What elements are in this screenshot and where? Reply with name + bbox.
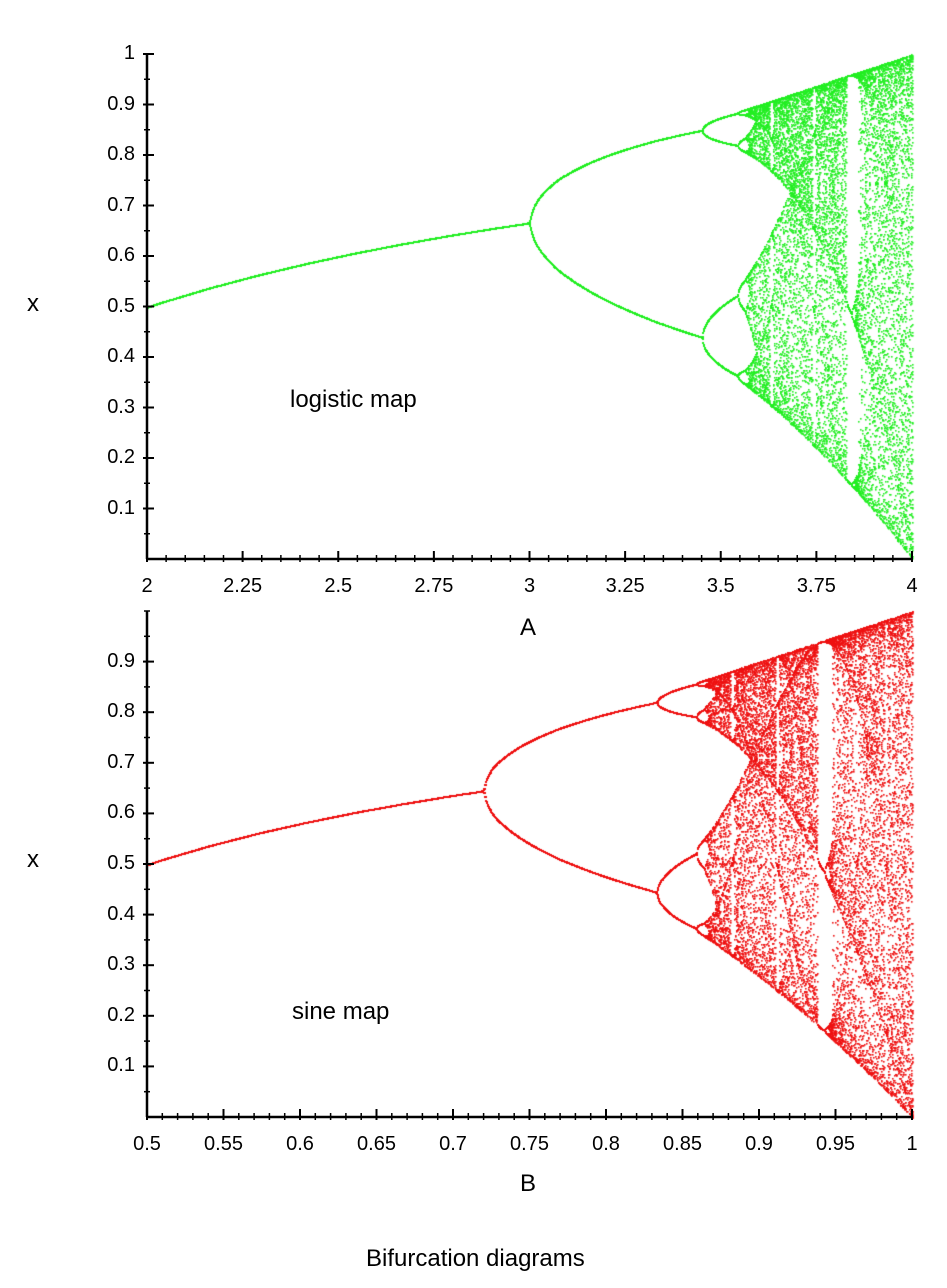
y-axis-label-top: x [27,290,39,318]
x-tick-label: 0.9 [719,1133,799,1156]
annotation-sine-map: sine map [292,998,389,1026]
y-tick-label: 0.8 [107,700,135,723]
y-tick-label: 0.6 [107,244,135,267]
y-tick-label: 0.3 [107,953,135,976]
y-tick-label: 0.8 [107,143,135,166]
y-tick-label: 0.7 [107,751,135,774]
y-tick-label: 1 [124,42,135,65]
x-tick-label: 3.75 [776,575,856,598]
annotation-logistic-map: logistic map [290,386,417,414]
axes-layer [0,0,947,1288]
x-tick-label: 0.85 [643,1133,723,1156]
figure-title: Bifurcation diagrams [366,1245,585,1273]
x-axis-label-top: A [520,614,536,642]
y-tick-label: 0.9 [107,93,135,116]
y-tick-label: 0.1 [107,1054,135,1077]
x-tick-label: 2.5 [298,575,378,598]
x-tick-label: 2 [107,575,187,598]
x-tick-label: 2.25 [203,575,283,598]
x-tick-label: 0.7 [413,1133,493,1156]
y-tick-label: 0.2 [107,1004,135,1027]
x-tick-label: 0.55 [184,1133,264,1156]
y-tick-label: 0.5 [107,852,135,875]
x-tick-label: 3 [490,575,570,598]
x-tick-label: 4 [872,575,947,598]
x-tick-label: 3.5 [681,575,761,598]
x-tick-label: 2.75 [394,575,474,598]
y-tick-label: 0.3 [107,396,135,419]
x-tick-label: 3.25 [585,575,665,598]
y-tick-label: 0.4 [107,345,135,368]
y-axis-label-bottom: x [27,846,39,874]
y-tick-label: 0.5 [107,295,135,318]
x-tick-label: 0.65 [337,1133,417,1156]
x-tick-label: 0.8 [566,1133,646,1156]
y-tick-label: 0.7 [107,194,135,217]
x-tick-label: 0.6 [260,1133,340,1156]
x-axis-label-bottom: B [520,1170,536,1198]
y-tick-label: 0.6 [107,801,135,824]
y-tick-label: 0.2 [107,446,135,469]
x-tick-label: 1 [872,1133,947,1156]
y-tick-label: 0.9 [107,650,135,673]
x-tick-label: 0.5 [107,1133,187,1156]
figure: 2 2.25 2.5 2.75 3 3.25 3.5 3.75 4 0.1 0.2 0.3 0.4 0.5… [0,0,947,1288]
x-tick-label: 0.75 [490,1133,570,1156]
y-tick-label: 0.4 [107,903,135,926]
x-tick-label: 0.95 [796,1133,876,1156]
y-tick-label: 0.1 [107,497,135,520]
